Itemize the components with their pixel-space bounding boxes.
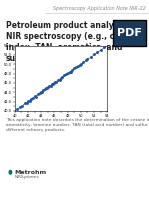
Point xyxy=(80,62,82,65)
Point xyxy=(90,55,92,58)
Point xyxy=(46,86,48,89)
Point xyxy=(59,78,61,81)
Point xyxy=(19,105,21,108)
Point xyxy=(78,63,81,66)
Point xyxy=(76,65,79,68)
Point xyxy=(24,102,26,105)
Point xyxy=(51,82,54,85)
Point xyxy=(93,53,95,56)
Point xyxy=(40,90,42,93)
Point xyxy=(26,101,28,105)
Text: PDF: PDF xyxy=(117,28,142,38)
Point xyxy=(66,71,69,75)
Point xyxy=(30,97,33,100)
Point xyxy=(69,70,71,73)
Point xyxy=(47,86,49,89)
Point xyxy=(57,78,59,82)
Point xyxy=(37,92,39,96)
Point xyxy=(61,75,64,78)
Text: Petroleum product analysis by
NIR spectroscopy (e.g., cetane
index, TAN, aromati: Petroleum product analysis by NIR spectr… xyxy=(6,21,139,63)
Circle shape xyxy=(8,170,12,175)
Point xyxy=(16,107,18,110)
Point xyxy=(53,81,55,85)
Text: This application note describes the determination of the cetane index,
aromatici: This application note describes the dete… xyxy=(6,118,149,132)
Point xyxy=(73,67,76,70)
Point xyxy=(82,61,84,64)
Point xyxy=(32,96,34,99)
Point xyxy=(34,95,36,98)
Text: Metrohm: Metrohm xyxy=(14,170,46,175)
Point xyxy=(29,99,31,102)
Point xyxy=(42,89,44,92)
Point xyxy=(84,59,87,62)
FancyBboxPatch shape xyxy=(113,20,146,46)
Point xyxy=(48,85,50,88)
Text: NIRSystems: NIRSystems xyxy=(14,175,39,179)
Text: Spectroscopy Application Note NIR-22: Spectroscopy Application Note NIR-22 xyxy=(53,6,146,11)
Point xyxy=(41,91,43,94)
Point xyxy=(55,80,58,84)
Point xyxy=(27,99,29,103)
Point xyxy=(45,87,47,90)
Point xyxy=(65,72,67,76)
Point xyxy=(35,95,37,98)
Point xyxy=(100,48,102,51)
Point xyxy=(86,57,89,61)
Point xyxy=(54,80,56,84)
Point xyxy=(63,74,66,77)
Point xyxy=(21,105,23,108)
Point xyxy=(60,76,62,79)
Point xyxy=(49,85,52,88)
Point xyxy=(70,70,72,73)
Point xyxy=(39,91,41,94)
Point xyxy=(74,66,77,69)
Point xyxy=(71,68,73,71)
Point xyxy=(43,88,46,91)
Point xyxy=(103,46,105,49)
Point xyxy=(51,83,53,86)
Point xyxy=(96,50,99,54)
